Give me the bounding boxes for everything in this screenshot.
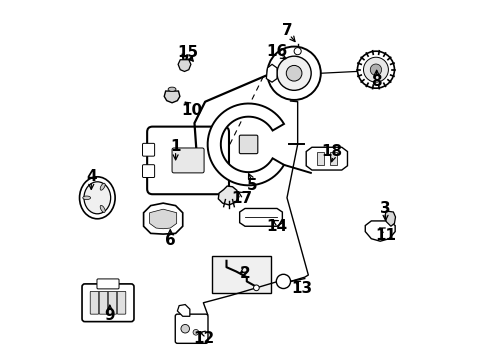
Ellipse shape xyxy=(79,177,115,219)
Polygon shape xyxy=(164,91,180,103)
Text: 17: 17 xyxy=(231,191,252,206)
Bar xyxy=(330,152,337,165)
Text: 14: 14 xyxy=(267,220,288,234)
Text: 10: 10 xyxy=(181,103,202,118)
Circle shape xyxy=(193,329,199,335)
Circle shape xyxy=(370,64,382,75)
Ellipse shape xyxy=(100,206,105,212)
Circle shape xyxy=(357,51,394,88)
Polygon shape xyxy=(365,221,395,241)
Circle shape xyxy=(181,324,190,333)
Text: 7: 7 xyxy=(282,23,293,38)
Circle shape xyxy=(277,56,311,90)
FancyBboxPatch shape xyxy=(172,148,204,173)
Text: 13: 13 xyxy=(292,281,313,296)
FancyBboxPatch shape xyxy=(239,135,258,154)
Text: 1: 1 xyxy=(171,139,181,154)
Text: 12: 12 xyxy=(194,331,215,346)
Polygon shape xyxy=(267,64,277,82)
Text: 15: 15 xyxy=(177,45,198,60)
Polygon shape xyxy=(306,147,347,170)
Polygon shape xyxy=(240,208,282,226)
Polygon shape xyxy=(178,60,191,72)
Polygon shape xyxy=(149,209,177,229)
Ellipse shape xyxy=(100,183,105,190)
Circle shape xyxy=(268,46,321,100)
Polygon shape xyxy=(208,104,284,185)
Text: 3: 3 xyxy=(380,201,391,216)
FancyBboxPatch shape xyxy=(99,291,108,314)
Text: 6: 6 xyxy=(165,233,175,248)
Polygon shape xyxy=(144,203,183,234)
Ellipse shape xyxy=(168,87,176,91)
FancyBboxPatch shape xyxy=(143,143,155,156)
Text: 16: 16 xyxy=(267,44,288,59)
Circle shape xyxy=(294,48,301,55)
FancyBboxPatch shape xyxy=(143,165,155,177)
Polygon shape xyxy=(385,211,395,226)
Ellipse shape xyxy=(83,196,91,199)
Text: 18: 18 xyxy=(321,144,343,159)
Circle shape xyxy=(364,57,389,82)
FancyBboxPatch shape xyxy=(108,291,117,314)
Text: 9: 9 xyxy=(104,308,115,323)
Circle shape xyxy=(286,66,302,81)
FancyBboxPatch shape xyxy=(147,127,229,194)
Bar xyxy=(212,256,270,293)
Text: 11: 11 xyxy=(375,228,396,243)
Text: 5: 5 xyxy=(247,178,257,193)
FancyBboxPatch shape xyxy=(175,314,208,343)
FancyBboxPatch shape xyxy=(97,279,119,289)
Text: 2: 2 xyxy=(240,266,250,281)
Polygon shape xyxy=(219,186,239,205)
FancyBboxPatch shape xyxy=(82,284,134,321)
Circle shape xyxy=(253,285,259,291)
Text: 4: 4 xyxy=(86,169,97,184)
Text: 8: 8 xyxy=(371,73,382,89)
FancyBboxPatch shape xyxy=(90,291,99,314)
Bar xyxy=(317,152,324,165)
FancyBboxPatch shape xyxy=(117,291,126,314)
Ellipse shape xyxy=(84,182,111,214)
Circle shape xyxy=(276,274,291,288)
Polygon shape xyxy=(177,305,190,316)
